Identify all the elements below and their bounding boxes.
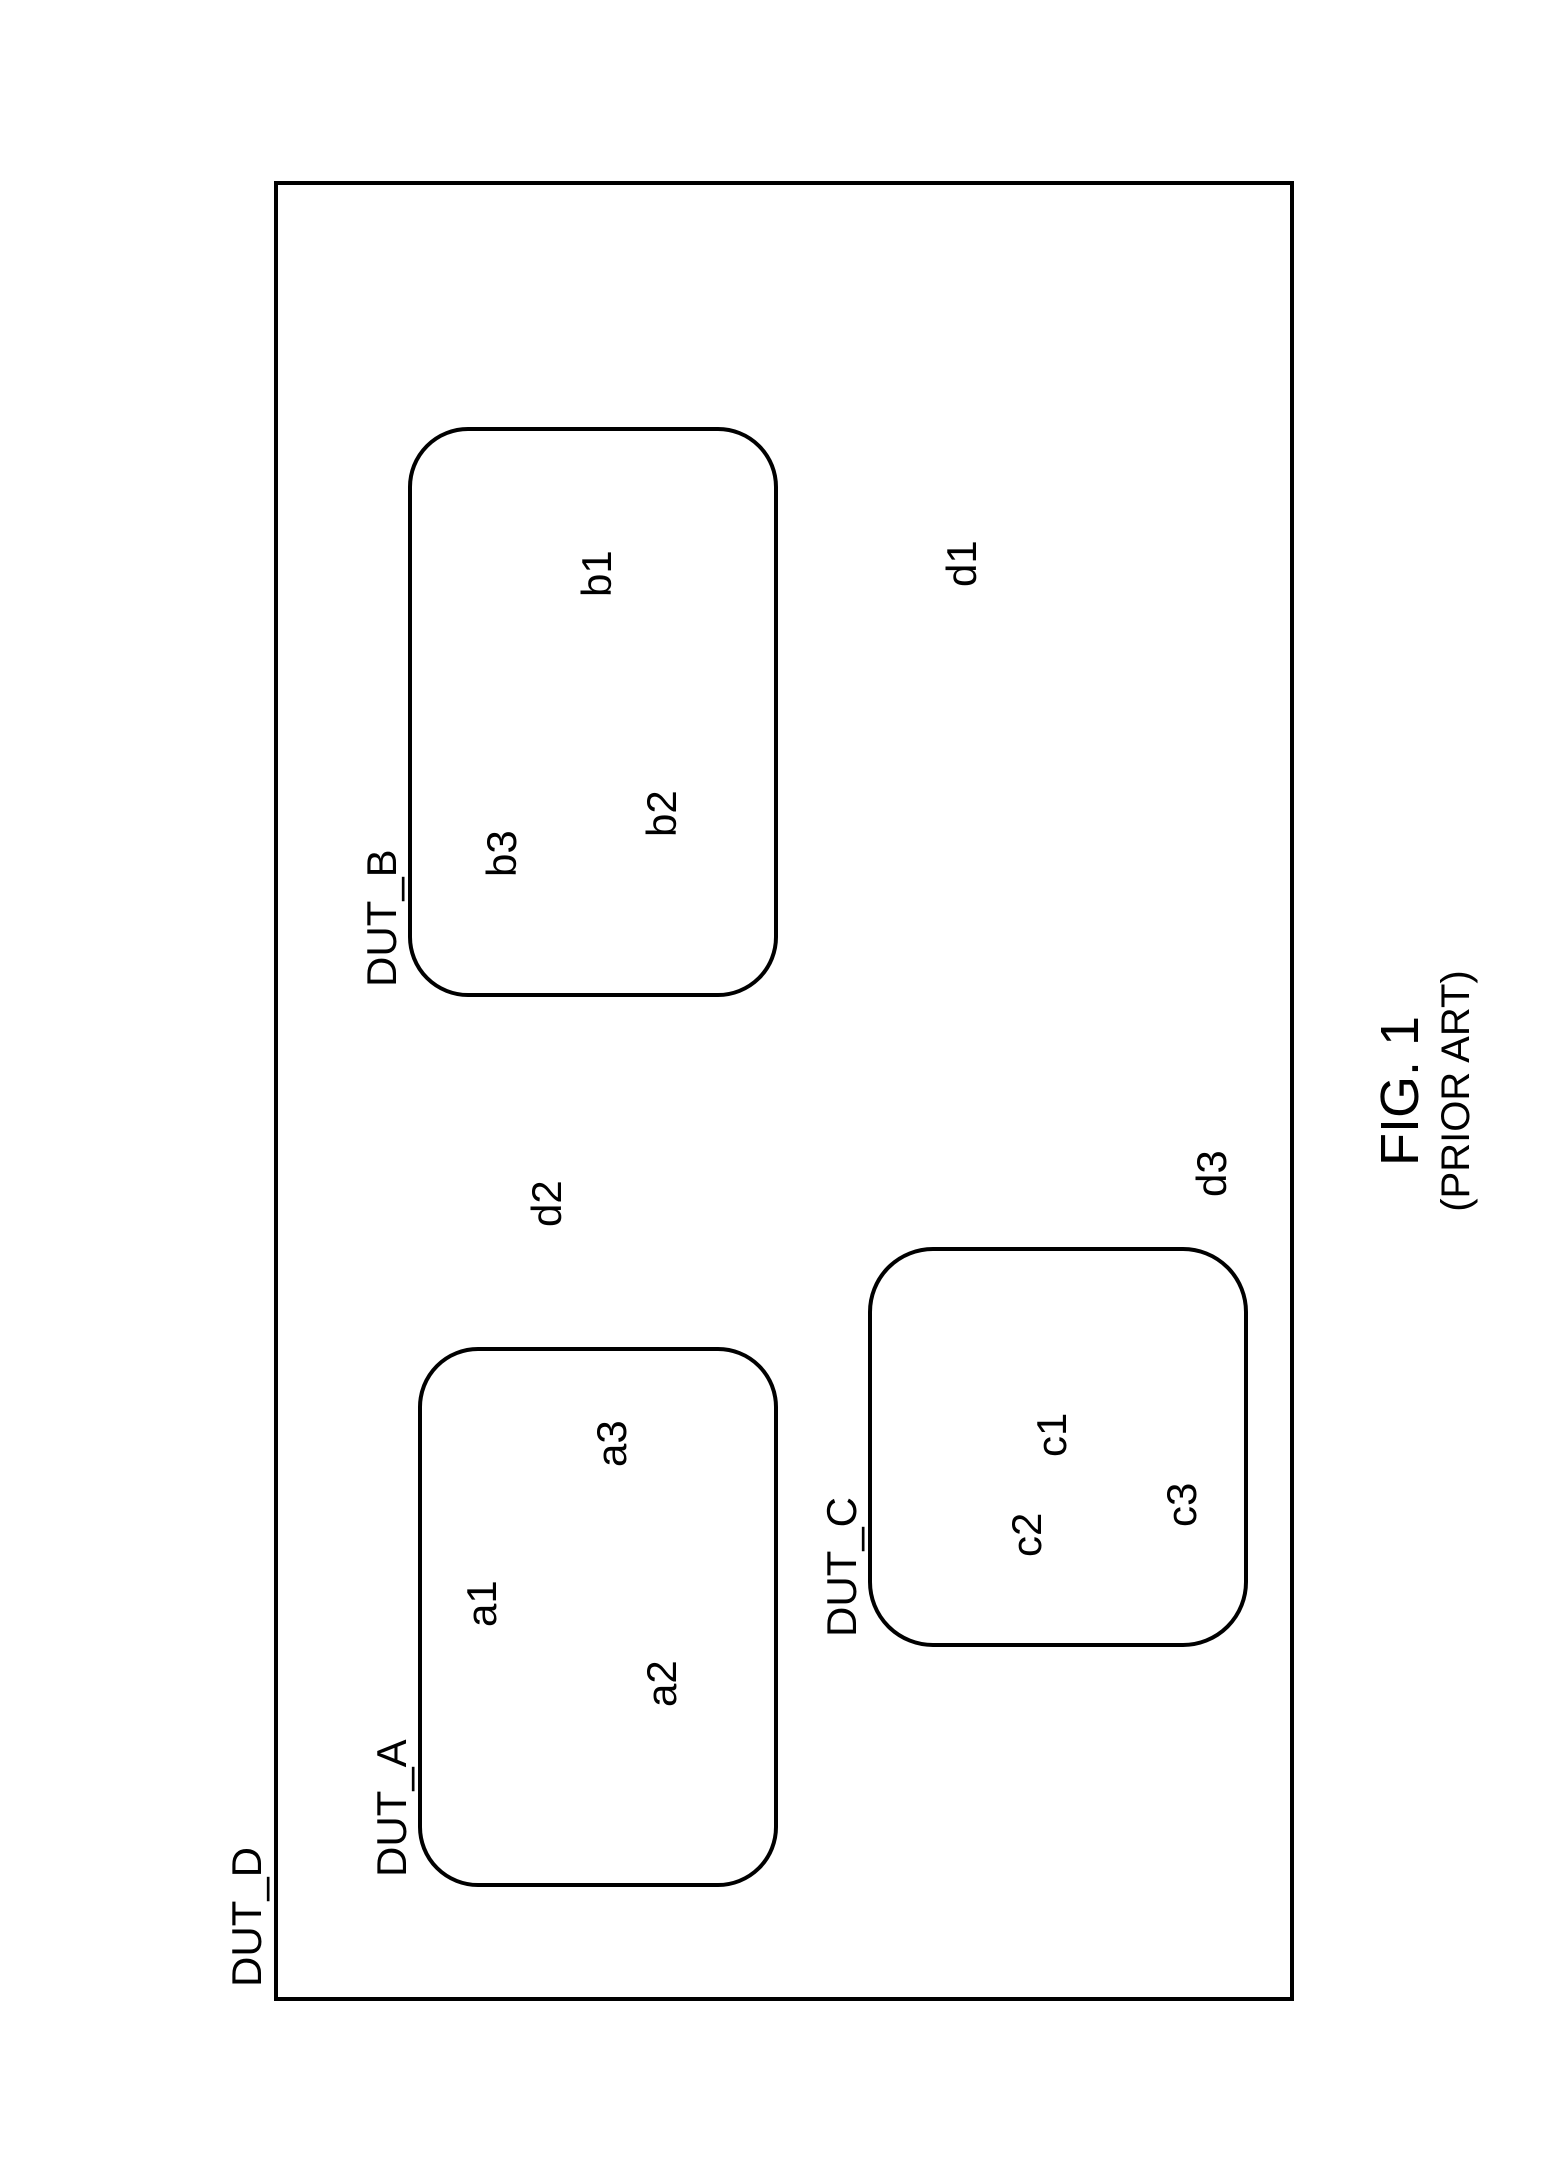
item-d1: d1: [938, 540, 986, 587]
figure-subtitle: (PRIOR ART): [1434, 181, 1479, 2001]
item-d2: d2: [523, 1180, 571, 1227]
item-a2: a2: [638, 1660, 686, 1707]
item-c1: c1: [1028, 1413, 1076, 1457]
outer-box-dut-d: DUT_D DUT_A a1 a2 a3 DUT_B b1 b2 b3 DUT_…: [274, 181, 1294, 2001]
item-c3: c3: [1158, 1483, 1206, 1527]
inner-box-label-a: DUT_A: [368, 1739, 416, 1877]
item-d3: d3: [1188, 1150, 1236, 1197]
outer-box-label: DUT_D: [223, 1847, 271, 1987]
item-b2: b2: [638, 790, 686, 837]
item-b1: b1: [573, 550, 621, 597]
item-a3: a3: [588, 1420, 636, 1467]
inner-box-label-b: DUT_B: [358, 849, 406, 987]
item-b3: b3: [478, 830, 526, 877]
item-a1: a1: [458, 1580, 506, 1627]
inner-box-dut-b: [408, 427, 778, 997]
item-c2: c2: [1003, 1513, 1051, 1557]
figure-caption: FIG. 1: [1369, 181, 1431, 2001]
diagram-container: DUT_D DUT_A a1 a2 a3 DUT_B b1 b2 b3 DUT_…: [274, 181, 1294, 2001]
inner-box-label-c: DUT_C: [818, 1497, 866, 1637]
